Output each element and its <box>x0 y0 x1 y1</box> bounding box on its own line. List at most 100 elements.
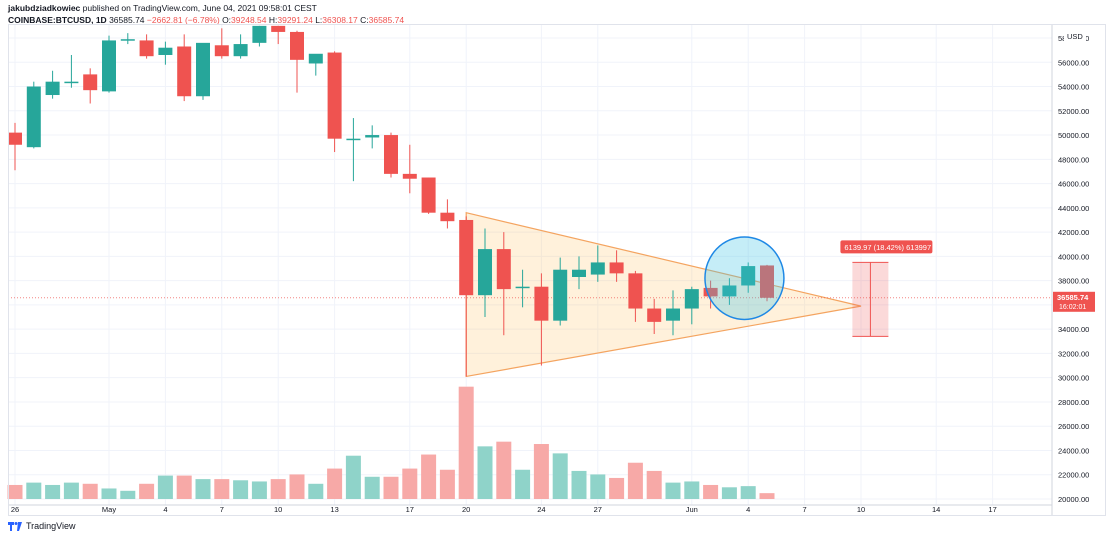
candle-body <box>590 262 605 275</box>
volume-bar <box>684 481 700 499</box>
x-tick-label: 10 <box>857 505 865 514</box>
y-tick-label: 24000.00 <box>1058 446 1089 455</box>
candle-body <box>365 135 380 138</box>
price-badge-countdown: 16:02:01 <box>1059 304 1086 311</box>
volume-bar <box>251 481 267 499</box>
x-tick-label: 17 <box>988 505 996 514</box>
symbol-label[interactable]: COINBASE:BTCUSD, 1D <box>8 15 107 25</box>
candle-body <box>290 31 304 60</box>
candle-body <box>327 52 342 139</box>
chart-header: jakubdziadkowiec published on TradingVie… <box>8 2 404 26</box>
volume-bar <box>665 482 681 499</box>
volume-bar <box>157 475 173 499</box>
volume-bar <box>571 470 587 499</box>
volume-bar <box>721 487 737 499</box>
candle-body <box>703 287 718 297</box>
highlight-circle <box>704 236 785 321</box>
y-tick-label: 38000.00 <box>1058 277 1089 286</box>
volume-bar <box>270 479 286 499</box>
y-tick-label: 26000.00 <box>1058 422 1089 431</box>
volume-bar <box>82 483 98 499</box>
x-tick-label: 7 <box>220 505 224 514</box>
y-tick-label: 34000.00 <box>1058 325 1089 334</box>
volume-bar <box>496 441 512 499</box>
x-tick-label: 24 <box>537 505 545 514</box>
x-tick-label: Jun <box>686 505 698 514</box>
y-tick-label: 32000.00 <box>1058 349 1089 358</box>
volume-bar <box>233 480 249 499</box>
candle-body <box>572 269 586 277</box>
volume-bar <box>195 479 211 499</box>
candle-body <box>760 265 774 298</box>
candle-body <box>214 45 229 57</box>
volume-bar <box>26 482 42 499</box>
candle-body <box>666 308 680 321</box>
volume-bar <box>308 483 324 499</box>
x-tick-label: 17 <box>406 505 414 514</box>
volume-bar <box>477 446 493 499</box>
candle-body <box>346 138 361 141</box>
candle-body <box>158 47 173 55</box>
volume-bar <box>7 484 23 499</box>
y-tick-label: 30000.00 <box>1058 374 1089 383</box>
volume-bar <box>176 475 192 499</box>
low-value: 36308.17 <box>322 15 358 25</box>
footer-brand[interactable]: TradingView <box>26 521 76 531</box>
volume-bar <box>289 474 305 499</box>
x-tick-label: 4 <box>163 505 167 514</box>
high-value: 39291.24 <box>277 15 313 25</box>
x-tick-label: 7 <box>803 505 807 514</box>
price-change: −2662.81 (−6.78%) <box>146 15 220 25</box>
candle-body <box>534 286 549 321</box>
volume-bar <box>703 484 719 499</box>
y-tick-label: 50000.00 <box>1058 131 1089 140</box>
y-tick-label: 52000.00 <box>1058 107 1089 116</box>
candle-body <box>139 40 154 57</box>
x-tick-label: 20 <box>462 505 470 514</box>
x-tick-label: 26 <box>11 505 19 514</box>
y-tick-label: 28000.00 <box>1058 398 1089 407</box>
volume-bar <box>214 479 230 499</box>
volume-bar <box>533 444 549 499</box>
volume-bar <box>101 488 117 499</box>
candle-body <box>440 212 455 222</box>
volume-bar <box>327 468 343 499</box>
volume-bar <box>364 476 380 499</box>
candle-body <box>384 135 398 174</box>
close-value: 36585.74 <box>368 15 405 25</box>
volume-bar <box>345 455 361 499</box>
open-value: 39248.54 <box>231 15 267 25</box>
candle-body <box>478 249 492 296</box>
volume-bar <box>421 454 437 499</box>
candle-body <box>741 266 756 286</box>
publisher-name[interactable]: jakubdziadkowiec <box>8 3 81 13</box>
candle-body <box>402 173 417 179</box>
candle-body <box>102 40 116 92</box>
candle-body <box>722 285 737 297</box>
x-tick-label: 4 <box>746 505 750 514</box>
volume-bar <box>646 470 662 499</box>
tradingview-logo-icon <box>8 522 22 531</box>
volume-bar <box>458 386 474 499</box>
y-tick-label: 20000.00 <box>1058 495 1089 504</box>
x-tick-label: May <box>102 505 116 514</box>
candle-body <box>196 42 210 97</box>
volume-bar <box>383 476 399 499</box>
volume-bar <box>120 490 136 499</box>
x-tick-label: 10 <box>274 505 282 514</box>
volume-bar <box>590 474 606 499</box>
volume-bar <box>515 469 531 499</box>
volume-bar <box>439 469 455 499</box>
low-label: L: <box>315 15 323 25</box>
tradingview-footer: TradingView <box>8 521 76 531</box>
y-tick-label: 42000.00 <box>1058 228 1089 237</box>
y-tick-label: 40000.00 <box>1058 252 1089 261</box>
price-badge-value: 36585.74 <box>1057 293 1089 302</box>
volume-bar <box>139 483 155 499</box>
candle-body <box>8 132 22 145</box>
triangle-pattern <box>465 211 862 378</box>
candle-body <box>120 39 135 41</box>
candle-body <box>271 25 286 32</box>
volume-bar <box>759 493 775 499</box>
